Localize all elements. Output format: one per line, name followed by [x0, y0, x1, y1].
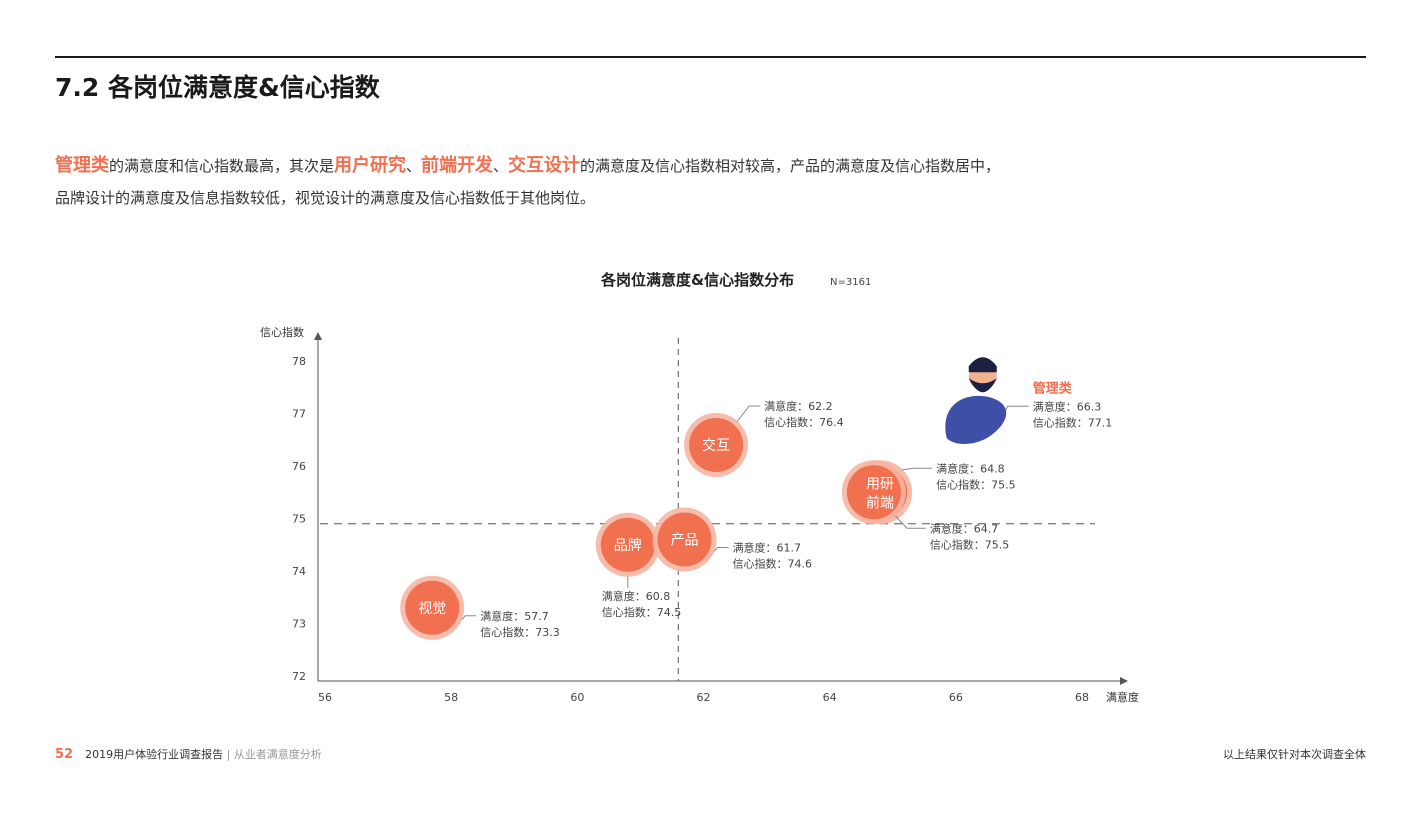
x-value-label: 满意度：62.2 — [764, 399, 833, 413]
bubble-label: 前端 — [866, 494, 894, 511]
bubble-label: 产品 — [671, 533, 699, 549]
top-divider — [55, 56, 1366, 58]
y-axis-arrow-icon — [314, 332, 322, 340]
chart-subtitle: N=3161 — [830, 277, 871, 288]
text: 的满意度及信心指数相对较高，产品的满意度及信心指数居中， — [580, 157, 1001, 175]
text: 的满意度和信心指数最高，其次是 — [109, 157, 335, 175]
highlight: 管理类 — [55, 155, 109, 176]
data-point: 视觉满意度：57.7 信心指数：73.3 — [400, 575, 560, 640]
x-value-label: 满意度：64.8 — [936, 461, 1005, 475]
avatar-beard — [968, 378, 997, 393]
y-tick-label: 75 — [292, 513, 306, 526]
bubble — [600, 517, 655, 572]
highlight: 用户研究 — [334, 155, 407, 176]
highlight: 交互设计 — [508, 155, 581, 176]
y-tick-label: 78 — [292, 355, 306, 368]
x-value-label: 满意度：64.7 — [930, 521, 999, 535]
footer-note: 以上结果仅针对本次调查全体 — [1223, 748, 1366, 761]
data-point: 产品满意度：61.7 信心指数：74.6 — [652, 507, 813, 572]
y-tick-label: 72 — [292, 670, 306, 683]
y-tick-label: 73 — [292, 618, 306, 631]
bubble-label: 品牌 — [614, 537, 642, 554]
footer-left: 52 2019用户体验行业调查报告 | 从业者满意度分析 — [55, 746, 322, 762]
bubble — [846, 465, 901, 520]
y-tick-label: 76 — [292, 460, 306, 473]
avatar-hair — [968, 357, 997, 373]
text: 品牌设计的满意度及信息指数较低，视觉设计的满意度及信心指数低于其他岗位。 — [55, 189, 596, 207]
callout-line — [735, 405, 761, 424]
y-value-label: 信心指数：75.5 — [936, 477, 1016, 491]
bubble-label: 交互 — [702, 437, 730, 454]
y-value-label: 信心指数：76.4 — [764, 415, 844, 429]
callout-line — [900, 467, 933, 471]
data-point: 交互 满意度：62.2 信心指数：76.4 — [684, 399, 844, 477]
x-value-label: 满意度：57.7 — [480, 609, 549, 623]
bubble — [405, 580, 460, 635]
y-value-label: 信心指数：73.3 — [480, 625, 560, 639]
y-tick-label: 77 — [292, 408, 306, 421]
y-tick-label: 74 — [292, 565, 306, 578]
callout-line — [893, 513, 926, 529]
x-value-label: 满意度：61.7 — [733, 541, 802, 555]
bubble — [657, 512, 712, 567]
y-axis-label: 信心指数 — [260, 325, 304, 339]
x-axis-label: 满意度 — [1106, 690, 1139, 704]
y-value-label: 信心指数：77.1 — [1033, 415, 1113, 429]
point-label: 管理类 — [1033, 380, 1073, 396]
description: 管理类的满意度和信心指数最高，其次是用户研究、前端开发、交互设计的满意度及信心指… — [55, 150, 1355, 214]
report-name: 2019用户体验行业调查报告 — [85, 748, 224, 761]
avatar-shirt — [945, 395, 1007, 445]
section-name: | 从业者满意度分析 — [226, 748, 322, 761]
y-value-label: 信心指数：74.5 — [602, 605, 682, 619]
bubble — [689, 418, 744, 472]
page-number: 52 — [55, 747, 74, 762]
x-tick-label: 68 — [1075, 691, 1089, 704]
highlight: 前端开发 — [421, 155, 494, 176]
x-tick-label: 64 — [823, 691, 837, 704]
text: 、 — [406, 157, 422, 175]
x-tick-label: 60 — [570, 691, 584, 704]
data-point: 满意度：64.7 信心指数：75.5 — [841, 460, 1010, 551]
x-tick-label: 56 — [318, 691, 332, 704]
x-axis-arrow-icon — [1120, 677, 1128, 685]
page-title: 7.2 各岗位满意度&信心指数 — [55, 73, 380, 102]
x-value-label: 满意度：60.8 — [602, 589, 671, 603]
x-tick-label: 62 — [697, 691, 711, 704]
x-value-label: 满意度：66.3 — [1033, 399, 1102, 413]
y-value-label: 信心指数：75.5 — [930, 537, 1010, 551]
bubble-label: 用研 — [866, 476, 894, 492]
bubble-label: 视觉 — [418, 601, 446, 617]
x-tick-label: 58 — [444, 691, 458, 704]
x-tick-label: 66 — [949, 691, 963, 704]
text: 、 — [493, 157, 509, 175]
chart-title: 各岗位满意度&信心指数分布 — [600, 271, 794, 289]
y-value-label: 信心指数：74.6 — [733, 557, 813, 571]
